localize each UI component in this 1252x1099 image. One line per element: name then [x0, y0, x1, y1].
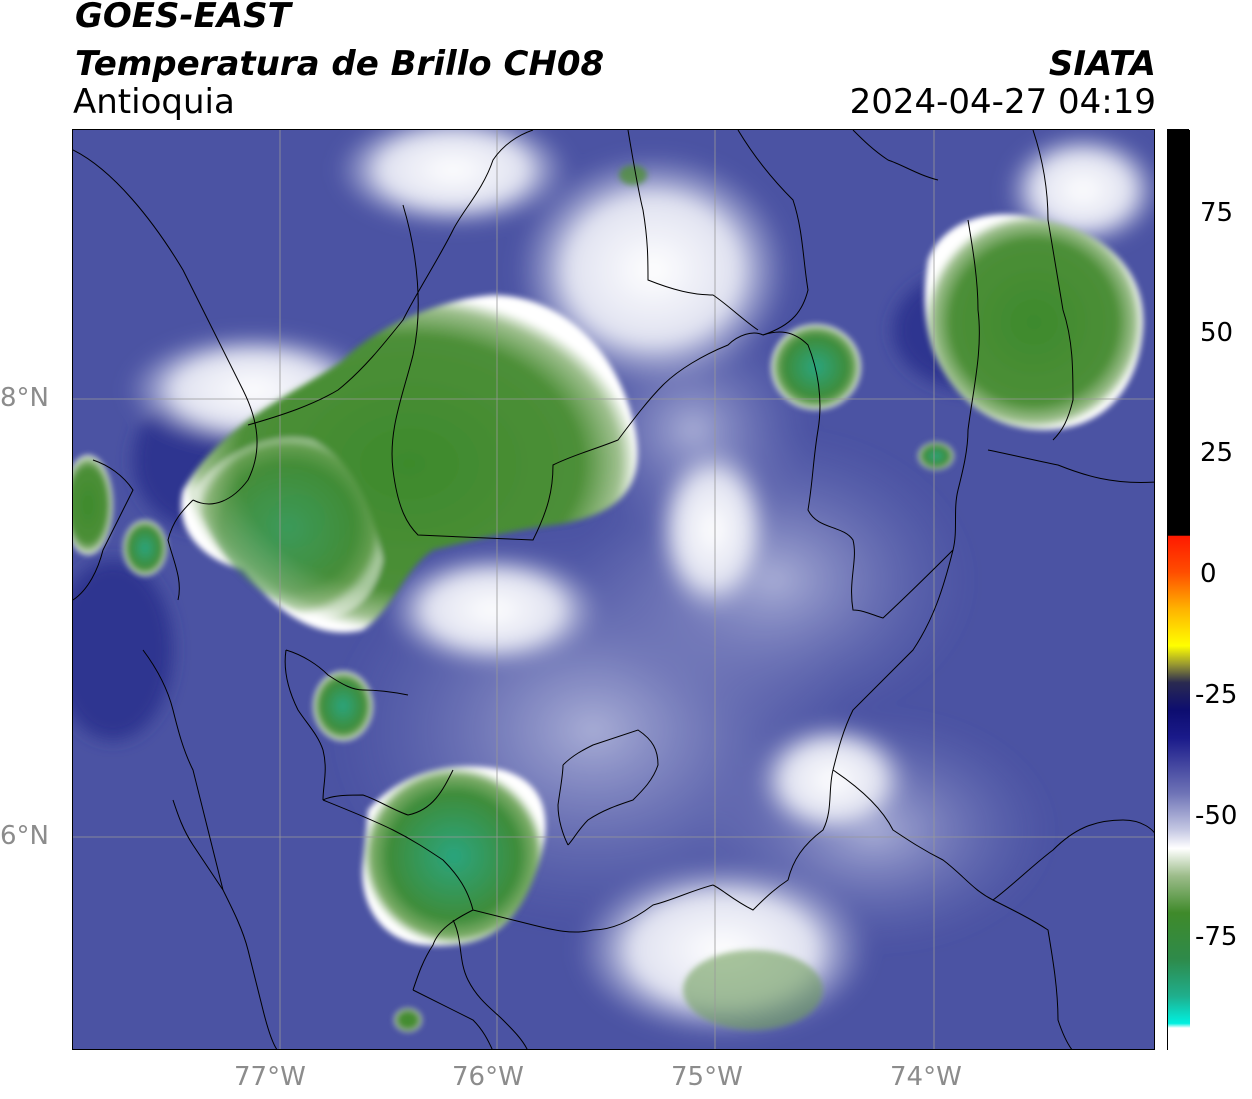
boundaries	[73, 130, 1154, 1049]
colorbar	[1167, 129, 1190, 1051]
map-canvas	[73, 130, 1154, 1049]
colorbar-gradient	[1168, 130, 1190, 1051]
graticule	[73, 130, 1154, 1049]
colorbar-tick-minus75: -75	[1195, 922, 1238, 952]
satellite-map[interactable]	[72, 129, 1155, 1050]
product-title: Temperatura de Brillo CH08	[75, 44, 605, 84]
lon-label-75w: 75°W	[671, 1062, 743, 1092]
lat-label-8n: 8°N	[0, 383, 49, 413]
colorbar-tick-25: 25	[1200, 438, 1234, 468]
colorbar-tick-50: 50	[1200, 318, 1234, 348]
region-label: Antioquia	[73, 82, 235, 122]
datetime-label: 2024-04-27 04:19	[849, 82, 1156, 122]
colorbar-tick-75: 75	[1200, 198, 1234, 228]
agency-label: SIATA	[1048, 44, 1156, 84]
satellite-title: GOES-EAST	[75, 0, 291, 36]
cold-cloud-tops	[73, 165, 1144, 1032]
colorbar-tick-minus50: -50	[1195, 801, 1238, 831]
lon-label-74w: 74°W	[890, 1062, 962, 1092]
lon-label-77w: 77°W	[234, 1062, 306, 1092]
lat-label-6n: 6°N	[0, 821, 49, 851]
temperature-field	[73, 130, 1154, 1040]
lon-label-76w: 76°W	[452, 1062, 524, 1092]
colorbar-tick-minus25: -25	[1195, 680, 1238, 710]
colorbar-tick-0: 0	[1200, 559, 1217, 589]
